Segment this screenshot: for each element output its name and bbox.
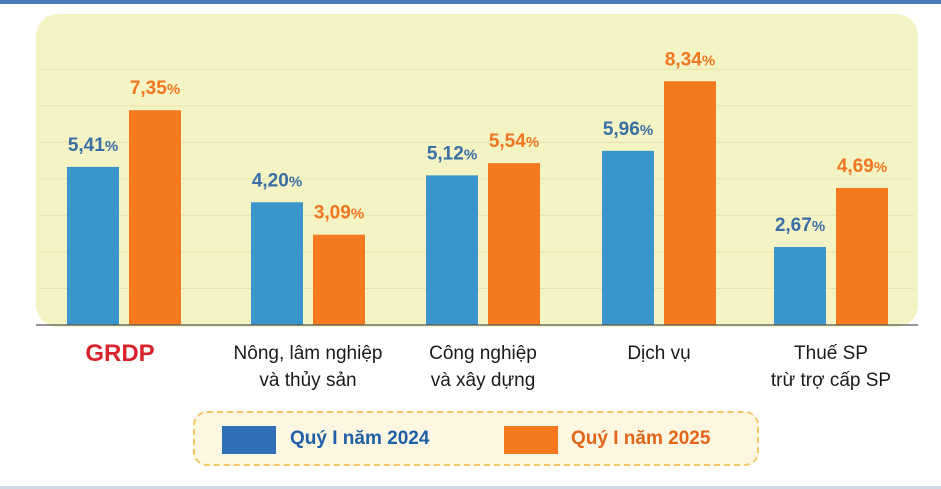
- category-label: Công nghiệp: [429, 343, 537, 364]
- bar-2025-4: [836, 187, 888, 325]
- bar-2025-1: [313, 234, 365, 325]
- category-label: Thuế SP: [794, 343, 868, 364]
- data-label: 4,20%: [252, 170, 302, 191]
- bar-2024-3: [602, 150, 654, 325]
- bars: [67, 81, 888, 325]
- data-label: 2,67%: [775, 215, 825, 236]
- legend-label-2025: Quý I năm 2025: [571, 428, 711, 449]
- bar-2025-3: [664, 81, 716, 325]
- data-label: 5,96%: [603, 119, 653, 140]
- top-rule: [0, 0, 941, 4]
- data-label: 7,35%: [130, 78, 180, 99]
- legend-swatch-2025: [504, 426, 558, 454]
- data-label: 5,54%: [489, 131, 539, 152]
- category-label: trừ trợ cấp SP: [771, 370, 891, 391]
- bar-2025-2: [488, 163, 540, 325]
- bar-2024-1: [251, 202, 303, 325]
- data-label: 4,69%: [837, 156, 887, 177]
- data-label: 5,12%: [427, 143, 477, 164]
- category-label: Nông, lâm nghiệp: [234, 343, 383, 364]
- legend: Quý I năm 2024 Quý I năm 2025: [193, 411, 759, 466]
- category-label: Dịch vụ: [627, 343, 690, 364]
- bottom-rule: [0, 486, 941, 489]
- data-label: 3,09%: [314, 203, 364, 224]
- category-label: GRDP: [85, 340, 154, 367]
- bar-2024-2: [426, 175, 478, 325]
- data-label: 8,34%: [665, 49, 715, 70]
- data-labels: 5,41% 4,20% 5,12% 5,96% 2,67% 7,35% 3,09% 5,54%…: [68, 49, 887, 236]
- data-label: 5,41%: [68, 135, 118, 156]
- bar-2024-4: [774, 246, 826, 325]
- legend-swatch-2024: [222, 426, 276, 454]
- legend-label-2024: Quý I năm 2024: [290, 428, 430, 449]
- bar-2025-0: [129, 110, 181, 325]
- category-labels: GRDP Nông, lâm nghiệp và thủy sản Công nghi…: [85, 340, 891, 391]
- category-label: và thủy sản: [259, 370, 356, 391]
- bar-2024-0: [67, 166, 119, 325]
- category-label: và xây dựng: [431, 370, 536, 391]
